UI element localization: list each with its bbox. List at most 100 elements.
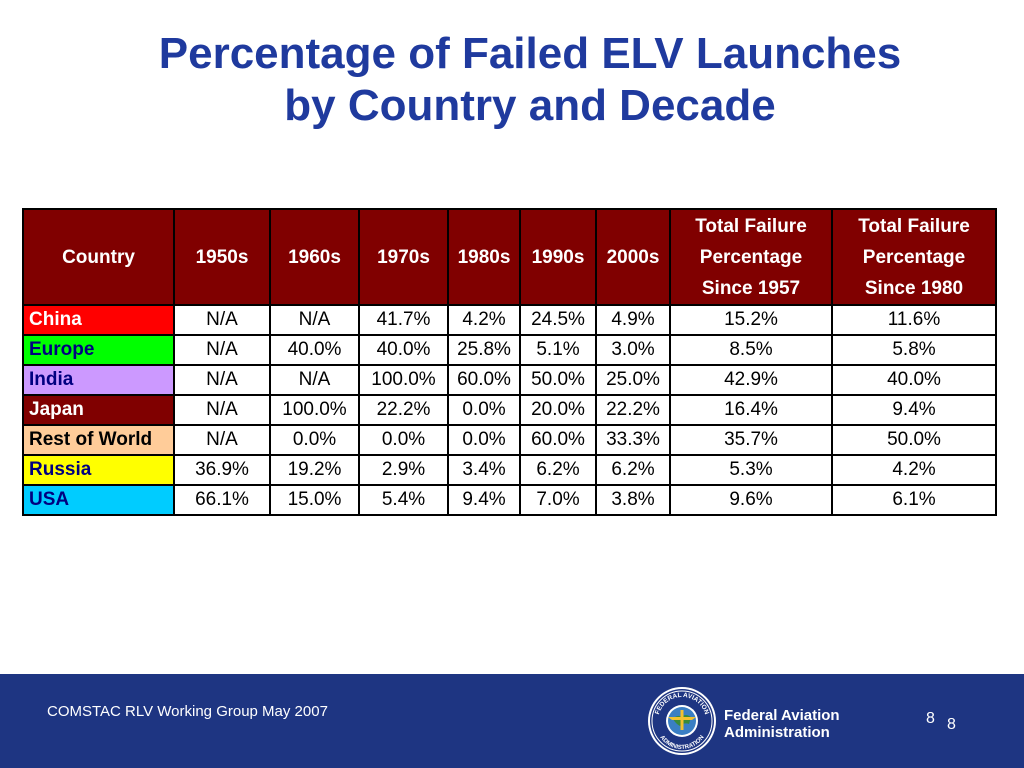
column-header-line: 1950s: [195, 246, 249, 268]
org-line-1: Federal Aviation: [724, 707, 840, 724]
value-cell: 40.0%: [831, 364, 997, 396]
column-header: 1990s: [519, 208, 597, 306]
country-cell: Europe: [22, 334, 175, 366]
table-row: India N/A N/A 100.0% 60.0% 50.0% 25.0% 42.9% 40.…: [22, 364, 997, 396]
column-header: 1950s: [173, 208, 271, 306]
value-cell: 3.0%: [595, 334, 671, 366]
value-cell: 19.2%: [269, 454, 360, 486]
table-header-row: Country 1950s 1960s 1970s 1980s 1990s 2000s Tot…: [22, 208, 997, 306]
value-cell: N/A: [173, 424, 271, 456]
column-header-line: 1990s: [531, 246, 585, 268]
value-cell: 66.1%: [173, 484, 271, 516]
value-cell: 25.0%: [595, 364, 671, 396]
value-cell: 3.8%: [595, 484, 671, 516]
column-header: 1970s: [358, 208, 449, 306]
slide-title-line-1: Percentage of Failed ELV Launches: [158, 29, 902, 78]
value-cell: 8.5%: [669, 334, 833, 366]
value-cell: 22.2%: [595, 394, 671, 426]
value-cell: 25.8%: [447, 334, 521, 366]
country-cell: Japan: [22, 394, 175, 426]
table-body: China N/A N/A 41.7% 4.2% 24.5% 4.9% 15.2% 11.6% E…: [22, 304, 997, 516]
value-cell: 6.1%: [831, 484, 997, 516]
value-cell: 7.0%: [519, 484, 597, 516]
value-cell: 33.3%: [595, 424, 671, 456]
value-cell: N/A: [173, 364, 271, 396]
footer-caption: COMSTAC RLV Working Group May 2007: [47, 703, 328, 720]
value-cell: 36.9%: [173, 454, 271, 486]
value-cell: 20.0%: [519, 394, 597, 426]
failure-rate-table: Country 1950s 1960s 1970s 1980s 1990s 2000s Tot…: [22, 208, 997, 516]
country-cell: China: [22, 304, 175, 336]
column-header-line: Since 1957: [701, 277, 801, 299]
value-cell: 0.0%: [269, 424, 360, 456]
value-cell: 40.0%: [358, 334, 449, 366]
org-line-2: Administration: [724, 724, 830, 741]
footer-bar: COMSTAC RLV Working Group May 2007 FEDER…: [0, 674, 1024, 768]
slide-title: Percentage of Failed ELV Launches by Cou…: [60, 28, 1000, 132]
column-header: 1960s: [269, 208, 360, 306]
value-cell: 2.9%: [358, 454, 449, 486]
value-cell: 22.2%: [358, 394, 449, 426]
value-cell: 9.4%: [447, 484, 521, 516]
value-cell: 50.0%: [831, 424, 997, 456]
value-cell: 5.8%: [831, 334, 997, 366]
value-cell: 3.4%: [447, 454, 521, 486]
column-header-line: 1960s: [288, 246, 341, 268]
column-header-line: 1970s: [377, 246, 430, 268]
page-number-secondary: 8: [947, 716, 956, 733]
value-cell: 16.4%: [669, 394, 833, 426]
column-header-line: 2000s: [606, 246, 660, 268]
page-number: 8: [926, 710, 935, 727]
column-header-line: Percentage: [862, 246, 966, 268]
value-cell: 24.5%: [519, 304, 597, 336]
value-cell: 4.2%: [447, 304, 521, 336]
value-cell: 6.2%: [595, 454, 671, 486]
value-cell: 60.0%: [447, 364, 521, 396]
country-cell: Russia: [22, 454, 175, 486]
value-cell: 60.0%: [519, 424, 597, 456]
value-cell: N/A: [173, 304, 271, 336]
value-cell: 4.9%: [595, 304, 671, 336]
column-header-line: Total Failure: [858, 215, 970, 237]
value-cell: 0.0%: [447, 424, 521, 456]
table-row: Europe N/A 40.0% 40.0% 25.8% 5.1% 3.0% 8.5% 5.8%: [22, 334, 997, 366]
value-cell: 5.1%: [519, 334, 597, 366]
value-cell: 42.9%: [669, 364, 833, 396]
value-cell: 9.4%: [831, 394, 997, 426]
value-cell: 50.0%: [519, 364, 597, 396]
table-row: China N/A N/A 41.7% 4.2% 24.5% 4.9% 15.2% 11.6%: [22, 304, 997, 336]
value-cell: 11.6%: [831, 304, 997, 336]
value-cell: N/A: [269, 364, 360, 396]
column-header: Total Failure Percentage Since 1957: [669, 208, 833, 306]
table-row: Japan N/A 100.0% 22.2% 0.0% 20.0% 22.2% 16.4% 9.…: [22, 394, 997, 426]
country-cell: India: [22, 364, 175, 396]
value-cell: N/A: [173, 394, 271, 426]
value-cell: 40.0%: [269, 334, 360, 366]
organization-name: Federal Aviation Administration: [724, 707, 840, 741]
value-cell: 0.0%: [447, 394, 521, 426]
value-cell: 100.0%: [269, 394, 360, 426]
value-cell: 5.3%: [669, 454, 833, 486]
value-cell: 9.6%: [669, 484, 833, 516]
table-row: USA 66.1% 15.0% 5.4% 9.4% 7.0% 3.8% 9.6% 6.1%: [22, 484, 997, 516]
faa-seal-icon: FEDERAL AVIATION ADMINISTRATION: [648, 687, 716, 755]
column-header: Country: [22, 208, 175, 306]
column-header: 1980s: [447, 208, 521, 306]
value-cell: 0.0%: [358, 424, 449, 456]
table-row: Russia 36.9% 19.2% 2.9% 3.4% 6.2% 6.2% 5.3% 4.2%: [22, 454, 997, 486]
column-header-line: Country: [62, 246, 135, 268]
value-cell: 6.2%: [519, 454, 597, 486]
table-row: Rest of World N/A 0.0% 0.0% 0.0% 60.0% 33.3% 35…: [22, 424, 997, 456]
slide-title-line-2: by Country and Decade: [284, 81, 776, 130]
column-header-line: Total Failure: [695, 215, 807, 237]
column-header: Total Failure Percentage Since 1980: [831, 208, 997, 306]
value-cell: 41.7%: [358, 304, 449, 336]
value-cell: 4.2%: [831, 454, 997, 486]
column-header-line: Percentage: [699, 246, 803, 268]
value-cell: N/A: [269, 304, 360, 336]
value-cell: 5.4%: [358, 484, 449, 516]
column-header: 2000s: [595, 208, 671, 306]
value-cell: 15.2%: [669, 304, 833, 336]
column-header-line: Since 1980: [864, 277, 964, 299]
value-cell: N/A: [173, 334, 271, 366]
